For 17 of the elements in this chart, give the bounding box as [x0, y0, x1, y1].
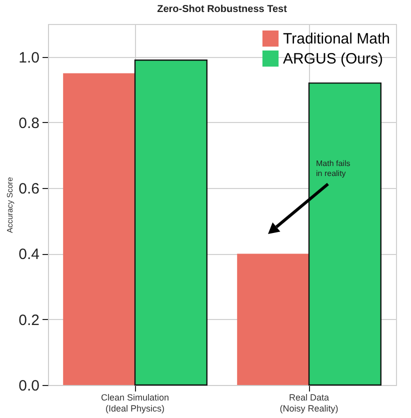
annotation: Math fails in reality	[316, 159, 350, 178]
bar	[237, 254, 309, 385]
bar	[134, 60, 208, 386]
y-tick-label: 0.0	[18, 378, 40, 394]
x-tick-label: Real Data (Noisy Reality)	[280, 392, 338, 414]
y-axis-title: Accuracy Score	[6, 176, 15, 234]
y-tick-label: 0.4	[18, 246, 40, 264]
y-tick-label: 0.8	[18, 114, 40, 132]
y-tick-label: 1.0	[18, 49, 40, 66]
legend-label: ARGUS (Ours)	[283, 50, 384, 68]
bar	[308, 82, 382, 386]
legend-label: Traditional Math	[283, 30, 390, 48]
x-tick-label: Clean Simulation (Ideal Physics)	[100, 392, 170, 414]
y-tick-label: 0.6	[18, 180, 40, 198]
y-tick-label: 0.2	[18, 312, 40, 329]
bar	[63, 73, 135, 385]
chart-title: Zero-Shot Robustness Test	[157, 4, 288, 15]
